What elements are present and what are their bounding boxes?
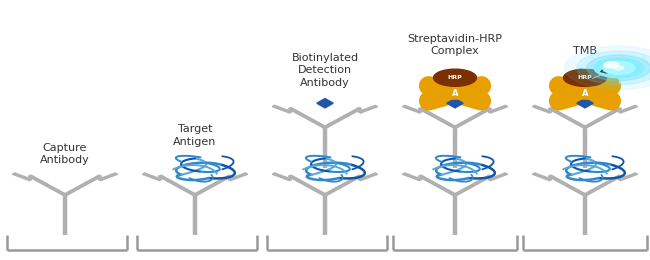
Circle shape xyxy=(577,51,650,85)
Text: Streptavidin-HRP
Complex: Streptavidin-HRP Complex xyxy=(408,34,502,56)
Circle shape xyxy=(604,62,619,68)
Text: A: A xyxy=(452,89,458,98)
Polygon shape xyxy=(447,99,463,108)
Polygon shape xyxy=(317,99,333,108)
Circle shape xyxy=(603,61,635,74)
Circle shape xyxy=(434,69,476,86)
Polygon shape xyxy=(577,99,593,108)
Circle shape xyxy=(594,58,644,78)
Text: Biotinylated
Detection
Antibody: Biotinylated Detection Antibody xyxy=(291,53,359,88)
Text: HRP: HRP xyxy=(448,75,462,80)
Circle shape xyxy=(571,88,599,99)
Circle shape xyxy=(441,88,469,99)
Circle shape xyxy=(564,46,650,90)
Text: HRP: HRP xyxy=(578,75,592,80)
Circle shape xyxy=(614,66,624,70)
Circle shape xyxy=(587,55,650,81)
Text: Capture
Antibody: Capture Antibody xyxy=(40,143,90,165)
Circle shape xyxy=(564,69,606,86)
Text: TMB: TMB xyxy=(573,46,597,56)
Text: Target
Antigen: Target Antigen xyxy=(174,125,216,147)
Text: A: A xyxy=(582,89,588,98)
